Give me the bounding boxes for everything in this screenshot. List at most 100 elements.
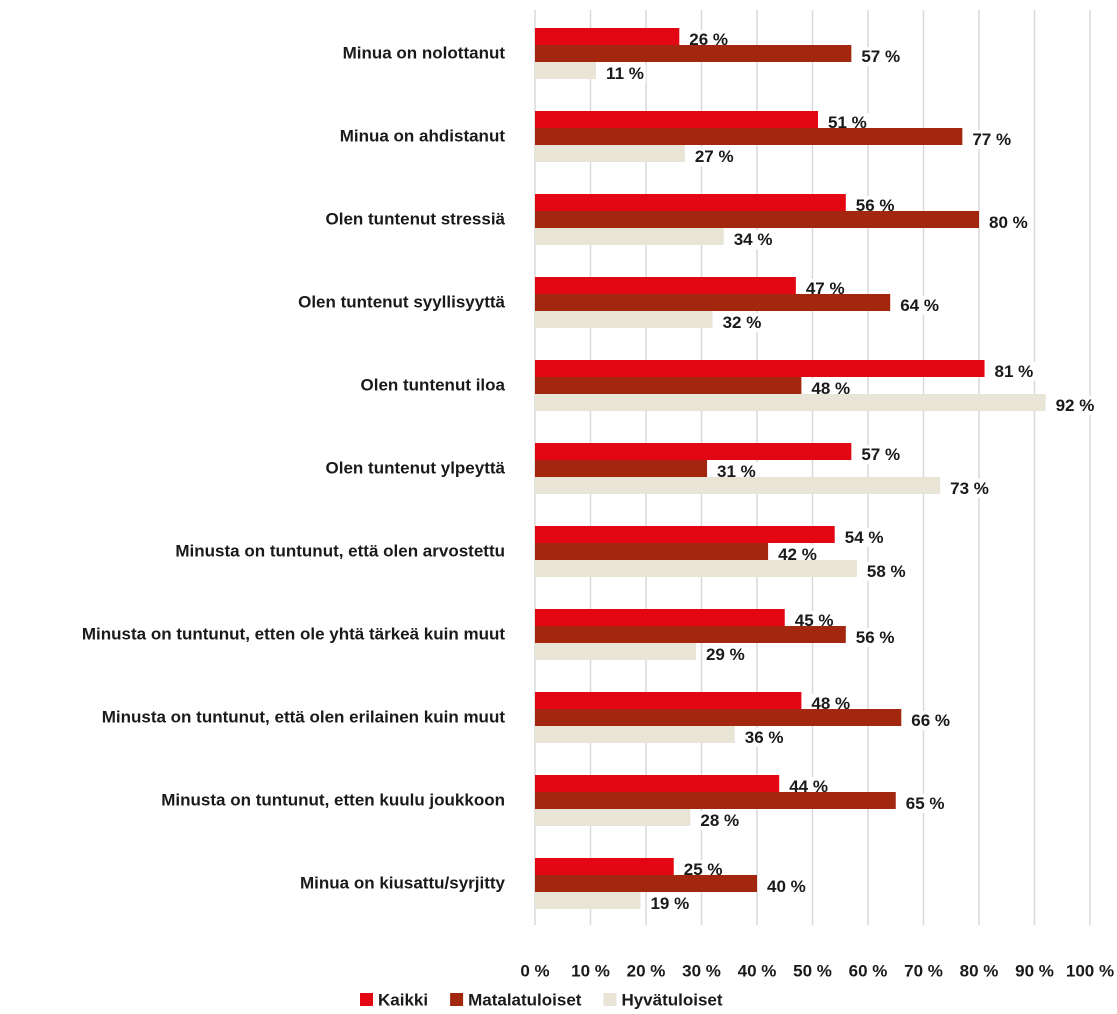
x-tick-label: 100 % bbox=[1066, 961, 1114, 980]
value-label: 51 % bbox=[828, 113, 867, 132]
value-label-bg bbox=[903, 793, 947, 813]
category-label: Olen tuntenut ylpeyttä bbox=[326, 458, 506, 477]
category-label: Olen tuntenut iloa bbox=[361, 375, 506, 394]
bar bbox=[535, 311, 713, 328]
value-label: 54 % bbox=[845, 528, 884, 547]
value-label-bg bbox=[853, 627, 897, 647]
x-tick-label: 90 % bbox=[1015, 961, 1054, 980]
bar bbox=[535, 609, 785, 626]
bar bbox=[535, 809, 691, 826]
bar bbox=[535, 128, 963, 145]
value-label: 56 % bbox=[856, 628, 895, 647]
category-label: Minusta on tuntunut, etten kuulu joukkoo… bbox=[161, 790, 505, 809]
x-tick-label: 10 % bbox=[571, 961, 610, 980]
value-label-bg bbox=[948, 478, 991, 498]
legend-label: Matalatuloiset bbox=[468, 990, 582, 1009]
value-label-bg bbox=[731, 229, 775, 249]
bar bbox=[535, 875, 757, 892]
bar bbox=[535, 394, 1046, 411]
bar bbox=[535, 709, 902, 726]
value-label-bg bbox=[703, 644, 747, 664]
value-label: 92 % bbox=[1056, 396, 1095, 415]
bar bbox=[535, 792, 896, 809]
value-label-bg bbox=[992, 361, 1036, 381]
bar bbox=[535, 543, 769, 560]
value-label-bg bbox=[864, 561, 908, 581]
value-label-bg bbox=[692, 146, 736, 166]
value-label-bg bbox=[698, 810, 742, 830]
value-label: 28 % bbox=[700, 811, 739, 830]
value-label: 56 % bbox=[856, 196, 895, 215]
value-label-bg bbox=[787, 776, 830, 796]
value-label: 36 % bbox=[745, 728, 784, 747]
value-label-bg bbox=[776, 544, 819, 564]
category-label: Minua on nolottanut bbox=[343, 43, 506, 62]
value-label-bg bbox=[898, 295, 941, 315]
value-label-bg bbox=[742, 727, 786, 747]
value-label-bg bbox=[715, 461, 758, 481]
bar bbox=[535, 294, 891, 311]
bar bbox=[535, 443, 852, 460]
value-label-bg bbox=[809, 693, 853, 713]
value-label-bg bbox=[765, 876, 808, 896]
value-label: 34 % bbox=[734, 230, 773, 249]
legend-swatch bbox=[603, 993, 617, 1006]
bar bbox=[535, 211, 979, 228]
x-tick-label: 20 % bbox=[627, 961, 666, 980]
bar bbox=[535, 194, 846, 211]
bar bbox=[535, 377, 802, 394]
value-label-bg bbox=[909, 710, 953, 730]
value-label: 45 % bbox=[795, 611, 834, 630]
bar bbox=[535, 892, 641, 909]
value-label: 66 % bbox=[911, 711, 950, 730]
bar bbox=[535, 643, 696, 660]
value-label: 77 % bbox=[972, 130, 1011, 149]
value-label-bg bbox=[970, 129, 1014, 149]
value-label-bg bbox=[648, 893, 692, 913]
bar bbox=[535, 45, 852, 62]
legend-swatch bbox=[360, 993, 373, 1006]
value-label-bg bbox=[803, 278, 847, 298]
value-label: 64 % bbox=[900, 296, 939, 315]
value-label-bg bbox=[859, 444, 903, 464]
x-tick-label: 40 % bbox=[738, 961, 777, 980]
value-label-bg bbox=[720, 312, 764, 332]
value-label: 48 % bbox=[811, 694, 850, 713]
value-label: 65 % bbox=[906, 794, 945, 813]
value-label: 27 % bbox=[695, 147, 734, 166]
bar bbox=[535, 477, 941, 494]
legend-label: Hyvätuloiset bbox=[621, 990, 722, 1009]
bar bbox=[535, 277, 796, 294]
value-label-bg bbox=[859, 46, 903, 66]
x-tick-label: 80 % bbox=[960, 961, 999, 980]
value-label: 57 % bbox=[861, 47, 900, 66]
value-label: 25 % bbox=[684, 860, 723, 879]
bar bbox=[535, 526, 835, 543]
value-label: 42 % bbox=[778, 545, 817, 564]
value-label: 19 % bbox=[650, 894, 689, 913]
bar bbox=[535, 145, 685, 162]
value-label: 29 % bbox=[706, 645, 745, 664]
x-tick-label: 50 % bbox=[793, 961, 832, 980]
category-label: Minusta on tuntunut, että olen erilainen… bbox=[102, 707, 506, 726]
bar bbox=[535, 560, 857, 577]
bar bbox=[535, 775, 780, 792]
legend-swatch bbox=[450, 993, 464, 1006]
x-tick-label: 30 % bbox=[682, 961, 721, 980]
bar bbox=[535, 228, 724, 245]
bar bbox=[535, 858, 674, 875]
bar bbox=[535, 726, 735, 743]
value-label: 48 % bbox=[811, 379, 850, 398]
x-tick-label: 60 % bbox=[849, 961, 888, 980]
category-label: Minusta on tuntunut, että olen arvostett… bbox=[175, 541, 505, 560]
value-label-bg bbox=[853, 195, 897, 215]
value-label-bg bbox=[792, 610, 836, 630]
value-label: 40 % bbox=[767, 877, 806, 896]
bar bbox=[535, 360, 985, 377]
value-label-bg bbox=[687, 29, 731, 49]
category-label: Minua on ahdistanut bbox=[340, 126, 506, 145]
value-label: 47 % bbox=[806, 279, 845, 298]
value-label: 11 % bbox=[606, 64, 644, 83]
value-label: 57 % bbox=[861, 445, 900, 464]
